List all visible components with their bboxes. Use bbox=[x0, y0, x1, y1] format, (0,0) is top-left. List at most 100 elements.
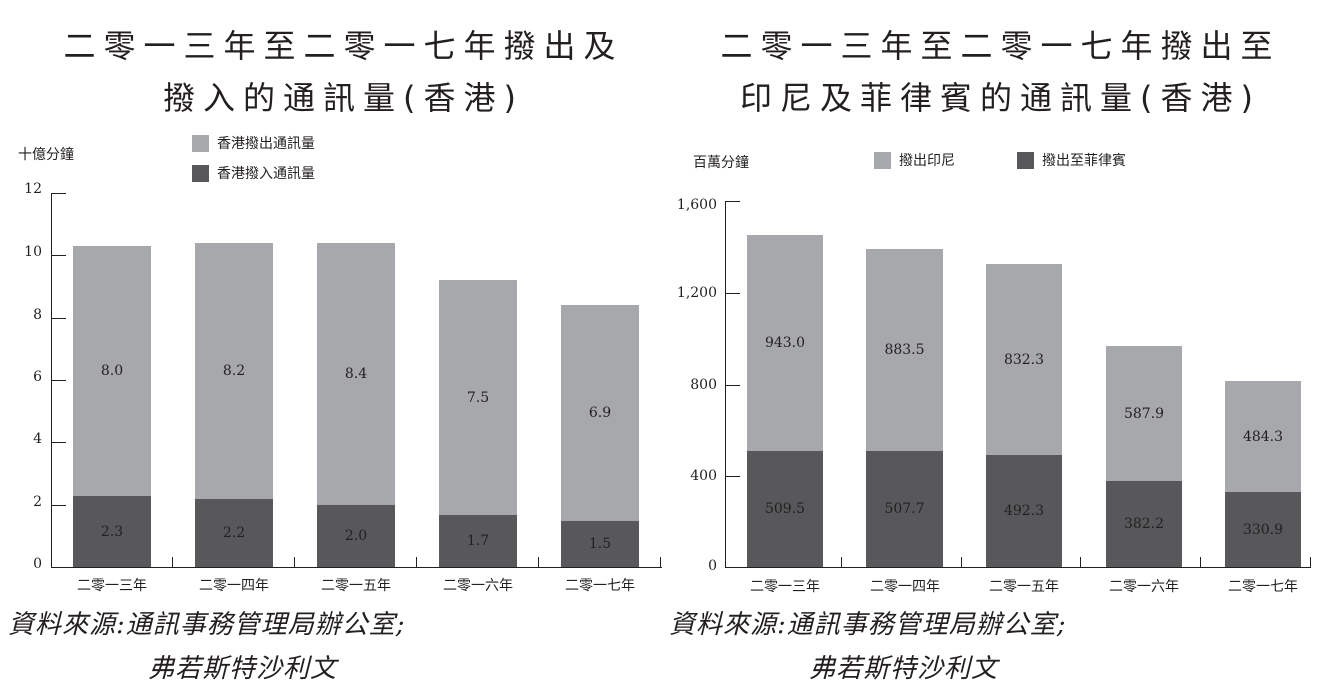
right-ytick-label: 0 bbox=[708, 558, 717, 574]
right-xtick bbox=[961, 557, 963, 568]
right-ytick-label: 800 bbox=[690, 377, 717, 393]
right-source-line1: 資料來源:通訊事務管理局辦公室; bbox=[669, 610, 1067, 640]
right-x-label: 二零一六年 bbox=[1109, 579, 1179, 595]
bar-value-label: 2.2 bbox=[222, 525, 246, 541]
left-ytick-label: 10 bbox=[24, 244, 42, 260]
left-ytick bbox=[51, 193, 66, 195]
left-bar-2014: 8.2 2.2 bbox=[195, 243, 273, 567]
right-x-axis bbox=[725, 567, 1311, 569]
left-source-line1: 資料來源:通訊事務管理局辦公室; bbox=[8, 610, 406, 640]
left-ytick bbox=[51, 380, 66, 382]
bar-segment-incoming: 2.3 bbox=[73, 496, 151, 567]
right-y-unit-label: 百萬分鐘 bbox=[693, 155, 749, 171]
bar-value-label: 2.3 bbox=[100, 523, 124, 540]
legend-label: 香港撥出通訊量 bbox=[217, 136, 315, 152]
bar-segment-indonesia: 832.3 bbox=[986, 264, 1062, 455]
bar-value-label: 1.7 bbox=[466, 533, 490, 549]
bar-segment-philippines: 509.5 bbox=[747, 451, 823, 567]
right-xtick bbox=[841, 557, 843, 568]
left-xtick bbox=[660, 557, 662, 568]
bar-segment-indonesia: 587.9 bbox=[1106, 346, 1182, 481]
left-y-unit-label: 十億分鐘 bbox=[18, 147, 74, 163]
left-bar-2017: 6.9 1.5 bbox=[561, 305, 639, 567]
right-bar-2014: 883.5 507.7 bbox=[866, 249, 943, 567]
right-bar-2017: 484.3 330.9 bbox=[1225, 381, 1301, 567]
right-y-axis bbox=[725, 201, 727, 568]
right-chart-title-line1: 二零一三年至二零一七年撥出至 bbox=[720, 27, 1281, 65]
right-ytick-label: 1,600 bbox=[676, 197, 717, 213]
bar-segment-incoming: 2.0 bbox=[317, 505, 395, 567]
legend-label: 香港撥入通訊量 bbox=[217, 166, 315, 182]
left-ytick-label: 2 bbox=[33, 494, 42, 510]
right-source-line2: 弗若斯特沙利文 bbox=[809, 654, 999, 684]
left-chart-title-line1: 二零一三年至二零一七年撥出及 bbox=[63, 27, 624, 65]
left-x-label: 二零一五年 bbox=[321, 578, 391, 594]
right-ytick bbox=[725, 293, 740, 295]
bar-value-label: 943.0 bbox=[764, 335, 806, 351]
left-ytick-label: 6 bbox=[33, 369, 42, 385]
right-ytick bbox=[725, 385, 740, 387]
right-legend-philippines: 撥出至菲律賓 bbox=[1017, 150, 1126, 170]
right-bar-2016: 587.9 382.2 bbox=[1106, 346, 1182, 567]
left-legend-outgoing: 香港撥出通訊量 bbox=[192, 133, 315, 153]
bar-segment-philippines: 382.2 bbox=[1106, 481, 1182, 567]
legend-swatch-light-icon bbox=[192, 134, 209, 152]
right-xtick bbox=[1200, 557, 1202, 568]
left-bar-2013: 8.0 2.3 bbox=[73, 246, 151, 567]
right-ytick-label: 1,200 bbox=[676, 285, 717, 301]
bar-segment-outgoing: 6.9 bbox=[561, 305, 639, 521]
bar-segment-incoming: 1.5 bbox=[561, 521, 639, 567]
bar-value-label: 8.0 bbox=[100, 363, 124, 379]
bar-value-label: 832.3 bbox=[1003, 351, 1045, 368]
left-xtick bbox=[538, 557, 540, 568]
right-xtick bbox=[1080, 557, 1082, 568]
bar-value-label: 492.3 bbox=[1003, 503, 1045, 519]
bar-value-label: 1.5 bbox=[588, 536, 612, 552]
legend-swatch-light-icon bbox=[874, 151, 891, 169]
left-ytick bbox=[51, 255, 66, 257]
legend-swatch-dark-icon bbox=[1017, 151, 1034, 169]
right-bar-2013: 943.0 509.5 bbox=[747, 235, 823, 567]
left-xtick bbox=[416, 557, 418, 568]
left-x-label: 二零一三年 bbox=[77, 578, 147, 594]
right-chart-panel: 二零一三年至二零一七年撥出至 印尼及菲律賓的通訊量(香港) 百萬分鐘 撥出印尼 … bbox=[667, 0, 1334, 699]
right-bar-2015: 832.3 492.3 bbox=[986, 264, 1062, 567]
right-x-label: 二零一四年 bbox=[870, 579, 940, 595]
right-xtick bbox=[1310, 557, 1312, 568]
right-ytick bbox=[725, 201, 740, 203]
bar-value-label: 883.5 bbox=[884, 342, 925, 358]
bar-value-label: 507.7 bbox=[884, 501, 925, 517]
bar-value-label: 587.9 bbox=[1123, 405, 1165, 422]
bar-value-label: 509.5 bbox=[764, 501, 806, 517]
left-x-label: 二零一六年 bbox=[443, 578, 513, 594]
bar-segment-outgoing: 8.4 bbox=[317, 243, 395, 505]
bar-segment-philippines: 507.7 bbox=[866, 451, 943, 567]
bar-value-label: 8.2 bbox=[222, 363, 246, 379]
bar-segment-incoming: 1.7 bbox=[439, 515, 517, 567]
bar-segment-philippines: 492.3 bbox=[986, 455, 1062, 567]
left-x-label: 二零一四年 bbox=[199, 578, 269, 594]
left-ytick-label: 8 bbox=[33, 307, 42, 323]
bar-segment-outgoing: 7.5 bbox=[439, 280, 517, 515]
left-bar-2016: 7.5 1.7 bbox=[439, 280, 517, 567]
bar-value-label: 382.2 bbox=[1123, 516, 1165, 532]
left-bar-2015: 8.4 2.0 bbox=[317, 243, 395, 567]
left-ytick bbox=[51, 505, 66, 507]
bar-segment-outgoing: 8.2 bbox=[195, 243, 273, 499]
left-xtick bbox=[172, 557, 174, 568]
left-x-label: 二零一七年 bbox=[565, 578, 635, 594]
left-ytick-label: 0 bbox=[33, 556, 42, 572]
bar-segment-indonesia: 943.0 bbox=[747, 235, 823, 451]
bar-value-label: 330.9 bbox=[1242, 521, 1284, 538]
bar-value-label: 2.0 bbox=[344, 528, 368, 544]
bar-segment-indonesia: 484.3 bbox=[1225, 381, 1301, 492]
right-x-label: 二零一三年 bbox=[750, 579, 820, 595]
bar-value-label: 484.3 bbox=[1242, 428, 1284, 445]
right-x-label: 二零一七年 bbox=[1228, 579, 1298, 595]
right-ytick bbox=[725, 476, 740, 478]
left-chart-panel: 二零一三年至二零一七年撥出及 撥入的通訊量(香港) 十億分鐘 香港撥出通訊量 香… bbox=[8, 27, 662, 684]
legend-label: 撥出至菲律賓 bbox=[1042, 153, 1126, 169]
left-x-axis bbox=[51, 567, 662, 569]
bar-value-label: 6.9 bbox=[588, 405, 612, 421]
bar-value-label: 7.5 bbox=[466, 389, 490, 406]
